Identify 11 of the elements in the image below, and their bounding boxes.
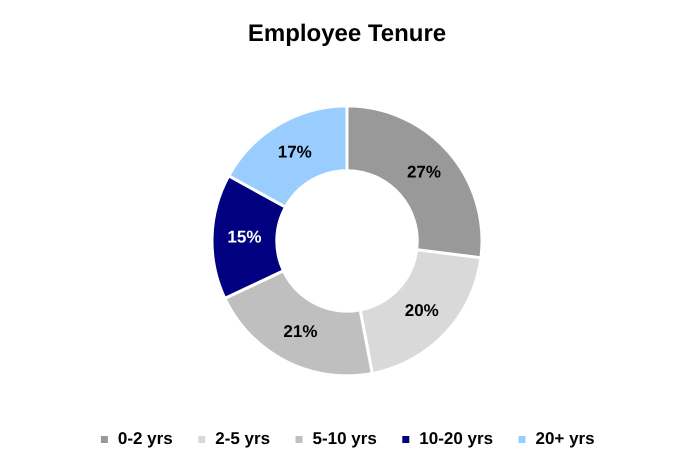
- data-label: 17%: [278, 142, 312, 162]
- legend-label: 10-20 yrs: [419, 429, 494, 448]
- data-label: 20%: [404, 300, 439, 320]
- legend-label: 20+ yrs: [536, 429, 595, 448]
- data-label: 21%: [283, 322, 318, 342]
- chart-title: Employee Tenure: [248, 20, 446, 48]
- data-label: 15%: [227, 227, 262, 246]
- legend-label: 2-5 yrs: [215, 429, 270, 448]
- legend-label: 5-10 yrs: [312, 429, 377, 448]
- legend-label: 0-2 yrs: [118, 429, 173, 448]
- data-label: 27%: [406, 162, 441, 182]
